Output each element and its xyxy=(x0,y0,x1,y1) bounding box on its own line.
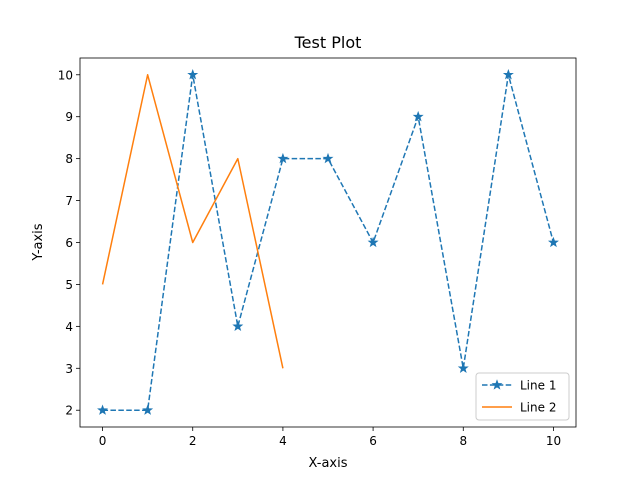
series-1-point-marker xyxy=(277,152,289,164)
legend-marker-1 xyxy=(491,379,503,390)
y-tick-label: 4 xyxy=(65,320,73,334)
x-axis-label: X-axis xyxy=(309,456,348,471)
series-1-point-marker xyxy=(187,68,199,80)
y-tick-label: 7 xyxy=(65,194,73,208)
y-tick-label: 6 xyxy=(65,236,73,250)
series-1-point-marker xyxy=(367,236,379,248)
series-1-point-marker xyxy=(547,236,559,248)
series-1-point-marker xyxy=(502,68,514,80)
series-1-point-marker xyxy=(457,362,469,373)
series-1-point-marker xyxy=(97,404,109,415)
legend-label-1: Line 1 xyxy=(520,379,556,393)
y-tick-label: 8 xyxy=(65,152,73,166)
y-tick-label: 2 xyxy=(65,404,73,418)
series-line-2 xyxy=(101,74,284,369)
y-tick-label: 10 xyxy=(58,68,73,82)
plot-area xyxy=(79,57,577,428)
legend: Line 1 Line 2 xyxy=(475,372,570,421)
y-axis-label: Y-axis xyxy=(31,223,46,261)
x-tick-label: 8 xyxy=(459,434,467,448)
series-1-point-marker xyxy=(142,404,154,415)
y-tick-label: 9 xyxy=(65,110,73,124)
legend-label-2: Line 2 xyxy=(520,401,556,415)
x-tick-label: 6 xyxy=(369,434,377,448)
series-1-point-marker xyxy=(322,152,334,164)
series-1-point-marker xyxy=(412,110,424,122)
chart-title: Test Plot xyxy=(294,33,362,52)
axis-ticks: 0 2 4 6 8 10 2 3 4 5 6 7 8 9 10 xyxy=(58,68,561,448)
x-tick-label: 2 xyxy=(189,434,197,448)
x-tick-label: 10 xyxy=(546,434,561,448)
x-tick-label: 4 xyxy=(279,434,287,448)
y-tick-label: 5 xyxy=(65,278,73,292)
x-tick-label: 0 xyxy=(99,434,107,448)
y-tick-label: 3 xyxy=(65,362,73,376)
series-1-point-marker xyxy=(232,320,244,332)
